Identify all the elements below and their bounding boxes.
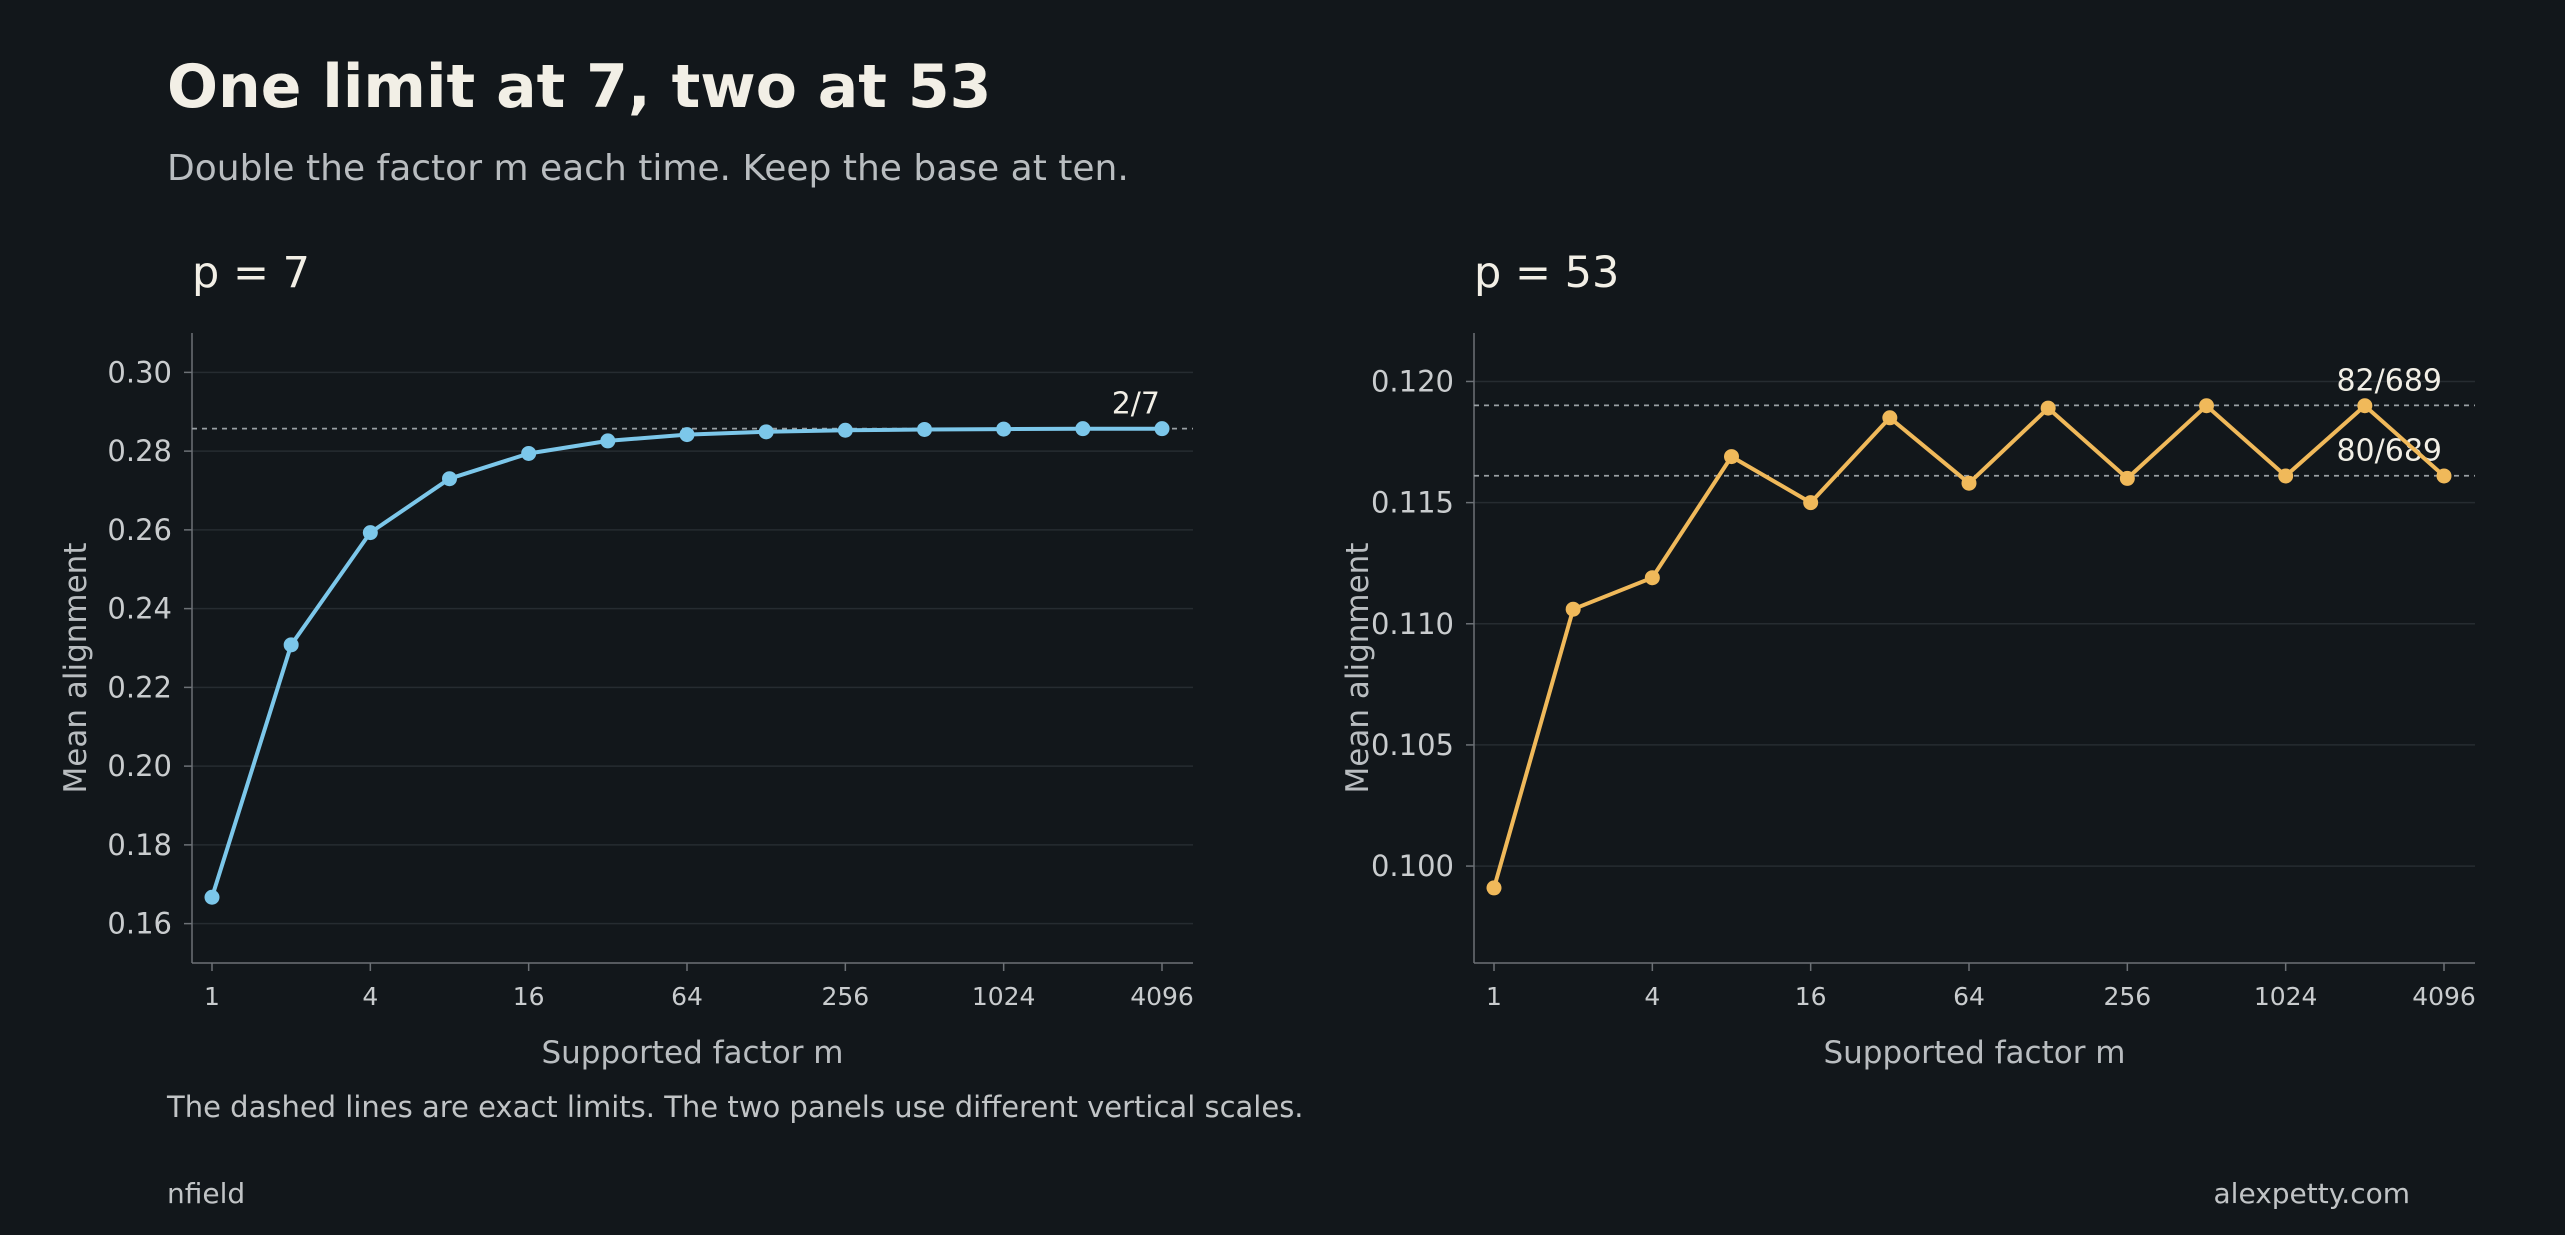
- credit-right: alexpetty.com: [2213, 1177, 2410, 1210]
- data-point-p7: [1075, 421, 1091, 437]
- data-point-p53: [1565, 601, 1581, 617]
- data-point-p53: [1724, 449, 1739, 465]
- data-point-p53: [2278, 468, 2294, 484]
- y-tick-label-p53: 0.110: [1371, 607, 1454, 641]
- data-point-p7: [996, 421, 1012, 437]
- y-tick-label-p7: 0.30: [107, 355, 172, 389]
- y-tick-label-p7: 0.20: [107, 749, 172, 783]
- reference-label-p53: 82/689: [2336, 363, 2442, 398]
- panel-p53: 0.100 0.105 0.110 0.115 0.120 1 4 16 64 256 1024 40…: [1340, 333, 2476, 1071]
- x-axis-label-p7: Supported factor m: [541, 1035, 843, 1071]
- series-line-p7: [210, 426, 1162, 898]
- data-point-p7: [917, 421, 932, 437]
- y-axis-label-p7: Mean alignment: [58, 543, 94, 794]
- y-tick-label-p53: 0.115: [1371, 486, 1454, 520]
- x-tick-label-p53: 16: [1795, 982, 1827, 1011]
- y-tick-label-p7: 0.28: [107, 434, 172, 468]
- panel-p7: 0.16 0.18 0.20 0.22 0.24 0.26 0.28 0.30 1 4 16 64 25…: [58, 333, 1194, 1071]
- data-point-p7: [600, 433, 616, 449]
- data-point-p53: [1803, 495, 1819, 511]
- data-point-p53: [2436, 468, 2452, 484]
- data-point-p53: [1644, 570, 1660, 586]
- data-point-p7: [521, 445, 537, 461]
- x-tick-label-p53: 64: [1953, 982, 1985, 1011]
- x-tick-label-p7: 1024: [972, 982, 1036, 1011]
- data-point-p7: [442, 471, 457, 487]
- data-point-p7: [679, 427, 695, 443]
- x-tick-label-p53: 4: [1644, 982, 1660, 1011]
- data-point-p53: [1882, 410, 1898, 426]
- data-point-p7: [204, 889, 220, 905]
- reference-label-p7: 2/7: [1112, 387, 1160, 422]
- y-tick-label-p7: 0.24: [107, 592, 172, 626]
- x-tick-label-p7: 256: [821, 982, 869, 1011]
- data-point-p53: [1486, 880, 1502, 896]
- data-point-p53: [2357, 398, 2373, 414]
- data-point-p7: [362, 525, 378, 541]
- y-tick-label-p53: 0.120: [1371, 364, 1454, 398]
- credit-left: nfield: [167, 1177, 246, 1210]
- data-point-p53: [1961, 475, 1977, 491]
- x-tick-label-p7: 64: [671, 982, 703, 1011]
- y-tick-label-p7: 0.18: [107, 828, 172, 862]
- y-tick-label-p7: 0.26: [107, 513, 172, 547]
- y-tick-label-p53: 0.100: [1371, 849, 1454, 883]
- chart-subtitle: Double the factor m each time. Keep the …: [167, 148, 1129, 189]
- reference-label-p53: 80/689: [2336, 434, 2442, 469]
- x-tick-label-p7: 1: [204, 982, 220, 1011]
- chart-title: One limit at 7, two at 53: [167, 52, 992, 122]
- data-point-p53: [2040, 400, 2056, 416]
- y-axis-label-p53: Mean alignment: [1340, 543, 1376, 794]
- panel-title-p53: p = 53: [1474, 248, 1620, 298]
- y-tick-label-p7: 0.22: [107, 670, 172, 704]
- data-point-p7: [1154, 421, 1170, 437]
- x-tick-label-p53: 4096: [2412, 982, 2476, 1011]
- x-tick-label-p53: 256: [2103, 982, 2151, 1011]
- x-tick-label-p7: 16: [513, 982, 545, 1011]
- y-tick-label-p7: 0.16: [107, 907, 172, 941]
- data-point-p7: [837, 422, 853, 438]
- y-tick-label-p53: 0.105: [1371, 728, 1454, 762]
- data-point-p53: [2119, 470, 2135, 486]
- data-point-p7: [283, 637, 299, 653]
- data-point-p7: [758, 424, 774, 440]
- x-axis-label-p53: Supported factor m: [1823, 1035, 2125, 1071]
- data-point-p53: [2199, 398, 2214, 414]
- x-tick-label-p53: 1: [1486, 982, 1502, 1011]
- x-tick-label-p7: 4: [362, 982, 378, 1011]
- x-tick-label-p7: 4096: [1130, 982, 1194, 1011]
- panel-title-p7: p = 7: [192, 248, 311, 298]
- footnote: The dashed lines are exact limits. The t…: [167, 1090, 1304, 1124]
- x-tick-label-p53: 1024: [2254, 982, 2318, 1011]
